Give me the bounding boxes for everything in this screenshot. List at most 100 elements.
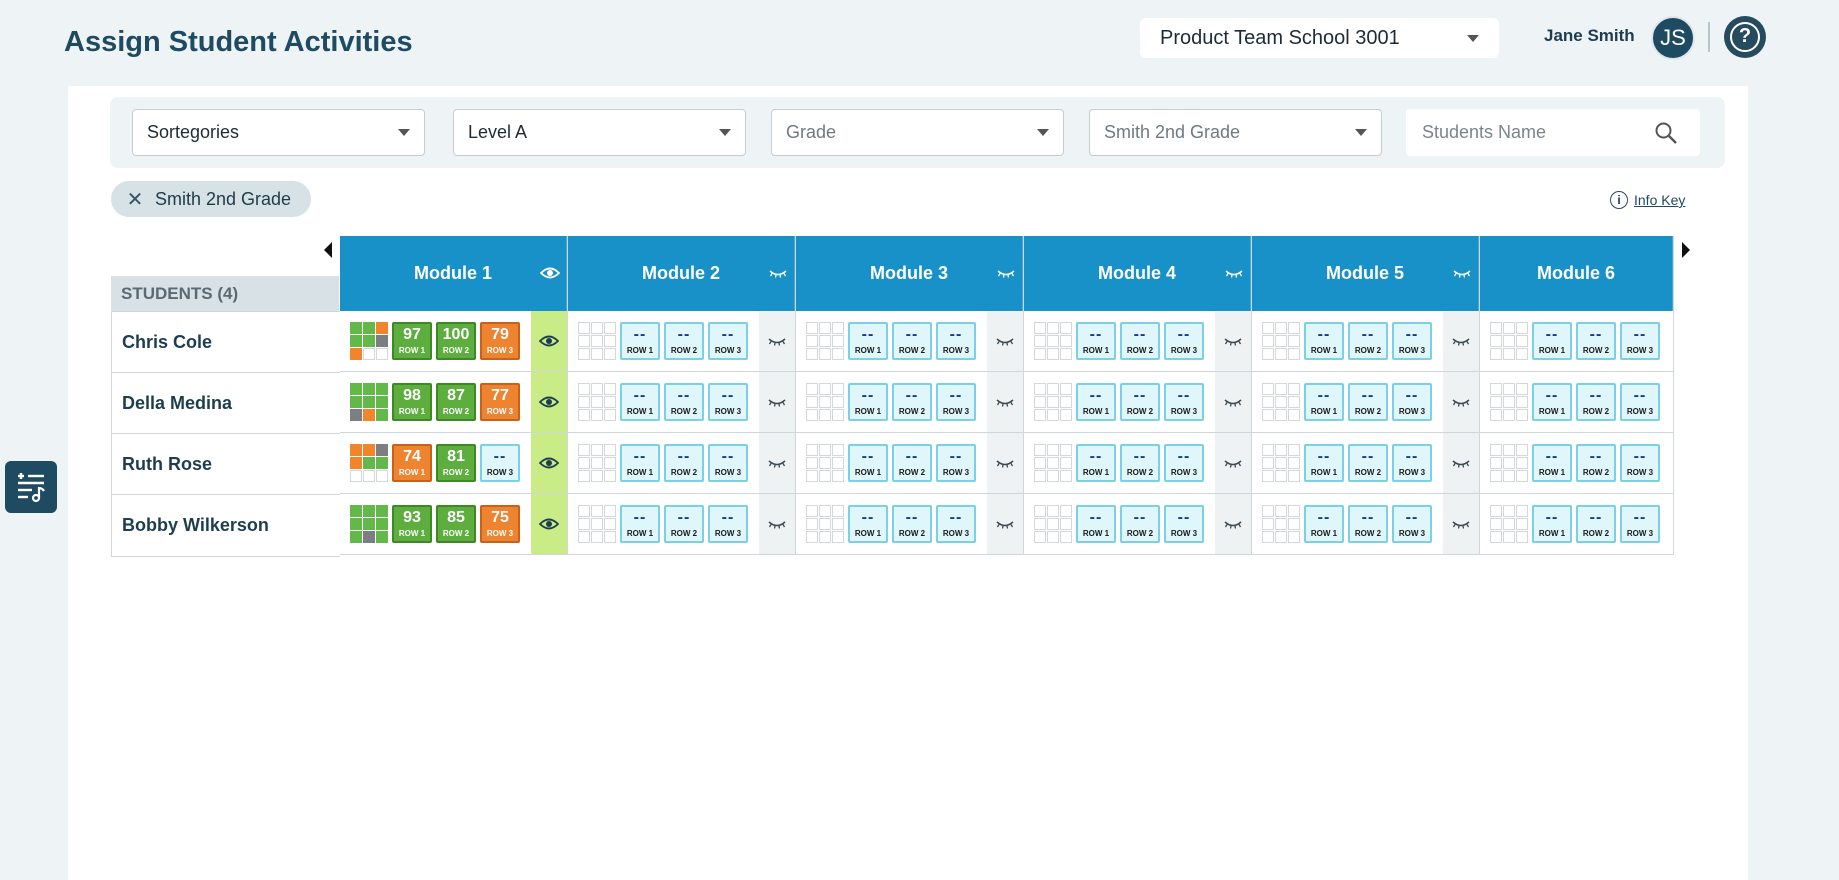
module-visibility-toggle[interactable] (539, 265, 561, 286)
score-box[interactable]: -- ROW 2 (1576, 505, 1616, 543)
eye-closed-icon[interactable] (768, 265, 788, 281)
score-box[interactable]: -- ROW 2 (1120, 383, 1160, 421)
score-box[interactable]: -- ROW 2 (1120, 322, 1160, 360)
visibility-toggle[interactable] (531, 372, 567, 432)
score-box[interactable]: -- ROW 2 (1348, 505, 1388, 543)
eye-closed-icon[interactable] (1223, 394, 1243, 410)
score-box[interactable]: -- ROW 1 (1532, 505, 1572, 543)
score-box[interactable]: -- ROW 2 (1348, 383, 1388, 421)
visibility-toggle[interactable] (1215, 372, 1251, 432)
score-box[interactable]: -- ROW 2 (1576, 322, 1616, 360)
score-box[interactable]: -- ROW 2 (1576, 383, 1616, 421)
student-name[interactable]: Bobby Wilkerson (122, 515, 269, 535)
score-box[interactable]: -- ROW 1 (1532, 322, 1572, 360)
eye-closed-icon[interactable] (767, 394, 787, 410)
eye-icon[interactable] (539, 333, 559, 349)
eye-closed-icon[interactable] (767, 333, 787, 349)
score-box[interactable]: -- ROW 1 (1076, 383, 1116, 421)
score-box[interactable]: -- ROW 2 (1120, 444, 1160, 482)
score-box[interactable]: -- ROW 2 (664, 322, 704, 360)
score-box[interactable]: -- ROW 1 (1304, 444, 1344, 482)
score-box[interactable]: -- ROW 1 (1304, 383, 1344, 421)
score-box[interactable]: -- ROW 2 (664, 505, 704, 543)
score-box[interactable]: 93 ROW 1 (392, 505, 432, 543)
score-box[interactable]: -- ROW 1 (848, 505, 888, 543)
score-box[interactable]: -- ROW 1 (620, 505, 660, 543)
score-box[interactable]: -- ROW 1 (1532, 444, 1572, 482)
eye-closed-icon[interactable] (1452, 265, 1472, 281)
visibility-toggle[interactable] (1443, 372, 1479, 432)
info-key-link[interactable]: i Info Key (1610, 191, 1685, 209)
score-box[interactable]: -- ROW 2 (664, 444, 704, 482)
score-box[interactable]: -- ROW 3 (708, 505, 748, 543)
student-name[interactable]: Ruth Rose (112, 434, 340, 495)
eye-closed-icon[interactable] (995, 455, 1015, 471)
avatar[interactable]: JS (1651, 16, 1695, 60)
visibility-toggle[interactable] (987, 311, 1023, 371)
search-input[interactable] (1420, 121, 1654, 144)
visibility-toggle[interactable] (1443, 494, 1479, 554)
score-box[interactable]: -- ROW 1 (1304, 505, 1344, 543)
eye-closed-icon[interactable] (1451, 394, 1471, 410)
eye-closed-icon[interactable] (1223, 516, 1243, 532)
score-box[interactable]: -- ROW 1 (620, 383, 660, 421)
visibility-toggle[interactable] (531, 311, 567, 371)
score-box[interactable]: -- ROW 2 (892, 505, 932, 543)
eye-closed-icon[interactable] (995, 516, 1015, 532)
eye-closed-icon[interactable] (767, 516, 787, 532)
eye-icon[interactable] (539, 265, 561, 281)
grade-dropdown[interactable]: Grade (771, 109, 1064, 156)
score-box[interactable]: -- ROW 1 (1532, 383, 1572, 421)
eye-closed-icon[interactable] (996, 265, 1016, 281)
score-box[interactable]: -- ROW 2 (1348, 444, 1388, 482)
score-box[interactable]: -- ROW 2 (892, 444, 932, 482)
score-box[interactable]: -- ROW 2 (892, 383, 932, 421)
module-visibility-toggle[interactable] (996, 265, 1016, 286)
visibility-toggle[interactable] (987, 372, 1023, 432)
help-button[interactable]: ? (1724, 16, 1766, 58)
score-box[interactable]: 79 ROW 3 (480, 322, 520, 360)
score-box[interactable]: -- ROW 3 (1392, 383, 1432, 421)
visibility-toggle[interactable] (759, 433, 795, 493)
score-box[interactable]: -- ROW 2 (1576, 444, 1616, 482)
score-box[interactable]: -- ROW 1 (848, 444, 888, 482)
score-box[interactable]: -- ROW 1 (620, 322, 660, 360)
score-box[interactable]: -- ROW 3 (480, 444, 520, 482)
visibility-toggle[interactable] (759, 372, 795, 432)
visibility-toggle[interactable] (1215, 433, 1251, 493)
visibility-toggle[interactable] (1443, 433, 1479, 493)
score-box[interactable]: -- ROW 3 (936, 383, 976, 421)
eye-closed-icon[interactable] (1223, 333, 1243, 349)
level-dropdown[interactable]: Level A (453, 109, 746, 156)
visibility-toggle[interactable] (531, 494, 567, 554)
score-box[interactable]: 75 ROW 3 (480, 505, 520, 543)
score-box[interactable]: -- ROW 1 (1076, 322, 1116, 360)
side-tool-button[interactable] (5, 461, 57, 513)
student-name[interactable]: Chris Cole (112, 312, 340, 373)
score-box[interactable]: -- ROW 3 (1164, 383, 1204, 421)
score-box[interactable]: -- ROW 3 (708, 383, 748, 421)
score-box[interactable]: -- ROW 3 (1164, 444, 1204, 482)
eye-closed-icon[interactable] (995, 394, 1015, 410)
module-visibility-toggle[interactable] (1452, 265, 1472, 286)
score-box[interactable]: -- ROW 3 (708, 444, 748, 482)
score-box[interactable]: -- ROW 3 (1620, 322, 1660, 360)
score-box[interactable]: 81 ROW 2 (436, 444, 476, 482)
visibility-toggle[interactable] (1215, 494, 1251, 554)
class-dropdown[interactable]: Smith 2nd Grade (1089, 109, 1382, 156)
student-name[interactable]: Della Medina (112, 373, 340, 434)
score-box[interactable]: 74 ROW 1 (392, 444, 432, 482)
score-box[interactable]: -- ROW 1 (1076, 444, 1116, 482)
score-box[interactable]: -- ROW 3 (1392, 444, 1432, 482)
score-box[interactable]: 77 ROW 3 (480, 383, 520, 421)
eye-closed-icon[interactable] (1223, 455, 1243, 471)
score-box[interactable]: 98 ROW 1 (392, 383, 432, 421)
score-box[interactable]: -- ROW 3 (1620, 505, 1660, 543)
score-box[interactable]: -- ROW 3 (936, 444, 976, 482)
visibility-toggle[interactable] (1443, 311, 1479, 371)
score-box[interactable]: -- ROW 2 (892, 322, 932, 360)
score-box[interactable]: 100 ROW 2 (436, 322, 476, 360)
eye-closed-icon[interactable] (995, 333, 1015, 349)
score-box[interactable]: -- ROW 1 (1076, 505, 1116, 543)
eye-icon[interactable] (539, 455, 559, 471)
